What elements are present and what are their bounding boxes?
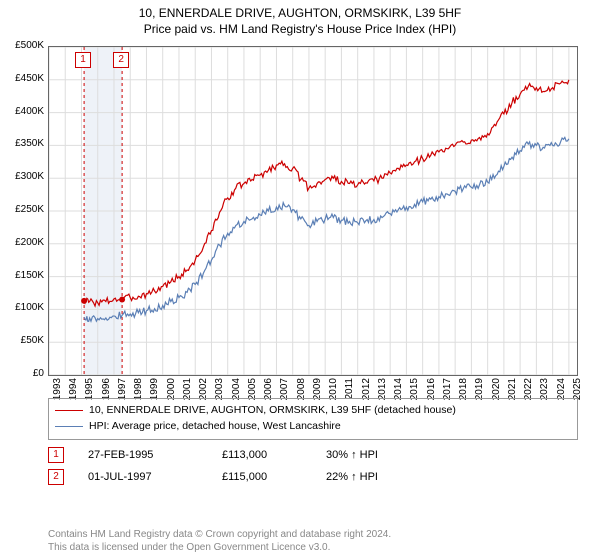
y-tick-label: £100K <box>0 302 44 313</box>
transaction-badge: 1 <box>48 447 64 463</box>
transaction-date: 01-JUL-1997 <box>88 471 198 483</box>
transactions-table: 1 27-FEB-1995 £113,000 30% ↑ HPI 2 01-JUL-199… <box>48 444 578 488</box>
marker-badge: 1 <box>75 52 91 68</box>
legend-swatch <box>55 410 83 411</box>
legend-label: HPI: Average price, detached house, West… <box>89 419 341 435</box>
y-tick-label: £450K <box>0 73 44 84</box>
transaction-pct: 30% ↑ HPI <box>326 449 416 461</box>
y-tick-label: £400K <box>0 106 44 117</box>
y-tick-label: £350K <box>0 138 44 149</box>
y-tick-label: £0 <box>0 368 44 379</box>
transaction-row: 1 27-FEB-1995 £113,000 30% ↑ HPI <box>48 444 578 466</box>
y-tick-label: £50K <box>0 335 44 346</box>
transaction-pct: 22% ↑ HPI <box>326 471 416 483</box>
y-tick-label: £250K <box>0 204 44 215</box>
chart-plot-area <box>48 46 578 376</box>
y-tick-label: £500K <box>0 40 44 51</box>
transaction-row: 2 01-JUL-1997 £115,000 22% ↑ HPI <box>48 466 578 488</box>
legend-item: 10, ENNERDALE DRIVE, AUGHTON, ORMSKIRK, … <box>55 403 571 419</box>
y-tick-label: £150K <box>0 270 44 281</box>
transaction-date: 27-FEB-1995 <box>88 449 198 461</box>
transaction-price: £113,000 <box>222 449 302 461</box>
y-tick-label: £200K <box>0 237 44 248</box>
marker-badge: 2 <box>113 52 129 68</box>
legend-item: HPI: Average price, detached house, West… <box>55 419 571 435</box>
y-tick-label: £300K <box>0 171 44 182</box>
attribution-line1: Contains HM Land Registry data © Crown c… <box>48 528 578 541</box>
transaction-price: £115,000 <box>222 471 302 483</box>
attribution-line2: This data is licensed under the Open Gov… <box>48 541 578 554</box>
legend-label: 10, ENNERDALE DRIVE, AUGHTON, ORMSKIRK, … <box>89 403 456 419</box>
attribution: Contains HM Land Registry data © Crown c… <box>48 528 578 554</box>
transaction-badge: 2 <box>48 469 64 485</box>
legend-swatch <box>55 426 83 427</box>
chart-title: 10, ENNERDALE DRIVE, AUGHTON, ORMSKIRK, … <box>0 0 600 22</box>
legend: 10, ENNERDALE DRIVE, AUGHTON, ORMSKIRK, … <box>48 398 578 440</box>
chart-subtitle: Price paid vs. HM Land Registry's House … <box>0 22 600 38</box>
